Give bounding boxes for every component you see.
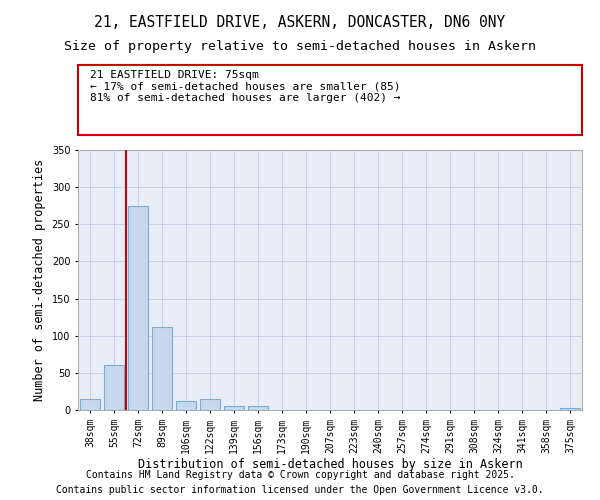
Text: Size of property relative to semi-detached houses in Askern: Size of property relative to semi-detach… bbox=[64, 40, 536, 53]
Bar bbox=[104, 366, 124, 410]
Text: Contains public sector information licensed under the Open Government Licence v3: Contains public sector information licen… bbox=[56, 485, 544, 495]
X-axis label: Distribution of semi-detached houses by size in Askern: Distribution of semi-detached houses by … bbox=[137, 458, 523, 471]
Bar bbox=[224, 406, 244, 410]
Text: Contains HM Land Registry data © Crown copyright and database right 2025.: Contains HM Land Registry data © Crown c… bbox=[86, 470, 514, 480]
Bar bbox=[152, 327, 172, 410]
Text: 21, EASTFIELD DRIVE, ASKERN, DONCASTER, DN6 0NY: 21, EASTFIELD DRIVE, ASKERN, DONCASTER, … bbox=[94, 15, 506, 30]
Bar bbox=[200, 399, 220, 410]
Bar bbox=[248, 406, 268, 410]
Bar bbox=[560, 408, 580, 410]
Y-axis label: Number of semi-detached properties: Number of semi-detached properties bbox=[33, 159, 46, 401]
Bar bbox=[176, 401, 196, 410]
Bar bbox=[128, 206, 148, 410]
Text: 21 EASTFIELD DRIVE: 75sqm
← 17% of semi-detached houses are smaller (85)
81% of : 21 EASTFIELD DRIVE: 75sqm ← 17% of semi-… bbox=[90, 70, 401, 103]
Bar bbox=[80, 399, 100, 410]
